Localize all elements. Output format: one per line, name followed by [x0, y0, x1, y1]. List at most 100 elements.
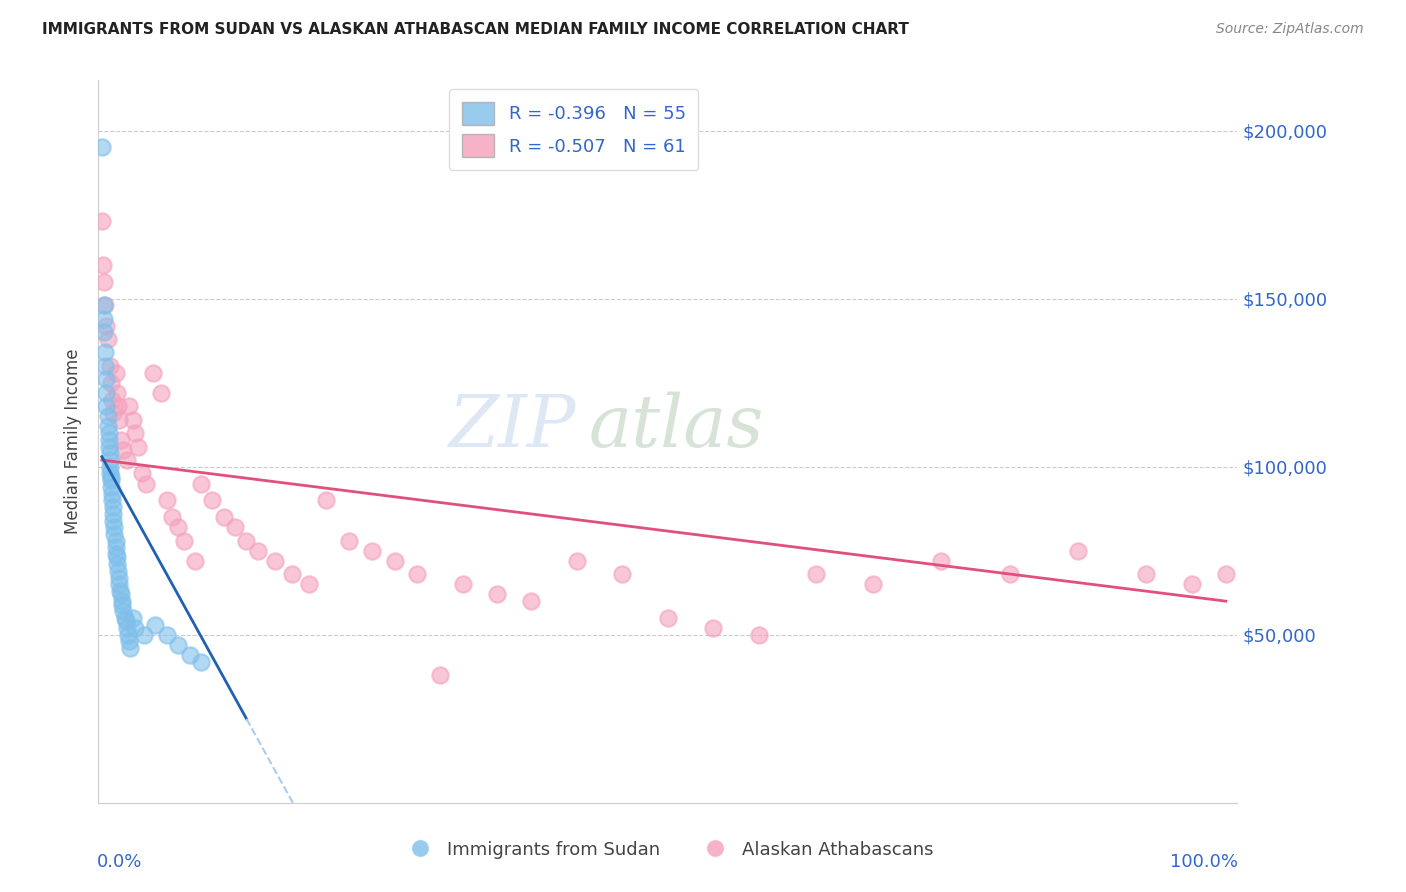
Text: 0.0%: 0.0% — [97, 854, 142, 871]
Point — [520, 594, 543, 608]
Point — [406, 567, 429, 582]
Point — [121, 413, 143, 427]
Point — [101, 392, 124, 407]
Point — [98, 359, 121, 373]
Point — [98, 459, 121, 474]
Point — [1135, 567, 1157, 582]
Point — [96, 419, 118, 434]
Point — [212, 510, 235, 524]
Point — [235, 533, 257, 548]
Point — [115, 621, 138, 635]
Point — [1215, 567, 1237, 582]
Point — [96, 332, 118, 346]
Point — [97, 426, 120, 441]
Point — [104, 366, 127, 380]
Point — [315, 493, 337, 508]
Point — [103, 406, 125, 420]
Point — [127, 440, 149, 454]
Point — [90, 140, 112, 154]
Point — [107, 564, 129, 578]
Point — [114, 615, 136, 629]
Point — [96, 372, 118, 386]
Point — [702, 621, 724, 635]
Point — [804, 567, 827, 582]
Point — [179, 648, 201, 662]
Point — [162, 510, 184, 524]
Point — [98, 446, 121, 460]
Point — [337, 533, 360, 548]
Point — [104, 541, 127, 555]
Point — [101, 493, 124, 508]
Point — [117, 628, 139, 642]
Point — [100, 376, 122, 390]
Point — [96, 409, 118, 424]
Point — [96, 385, 118, 400]
Point — [93, 275, 115, 289]
Point — [120, 641, 142, 656]
Point — [105, 385, 128, 400]
Point — [105, 550, 128, 565]
Point — [224, 520, 246, 534]
Point — [107, 399, 129, 413]
Point — [124, 621, 146, 635]
Point — [298, 577, 321, 591]
Point — [190, 476, 212, 491]
Point — [486, 587, 509, 601]
Point — [565, 554, 588, 568]
Point — [97, 433, 120, 447]
Text: IMMIGRANTS FROM SUDAN VS ALASKAN ATHABASCAN MEDIAN FAMILY INCOME CORRELATION CHA: IMMIGRANTS FROM SUDAN VS ALASKAN ATHABAS… — [42, 22, 910, 37]
Point — [118, 634, 141, 648]
Point — [142, 366, 165, 380]
Text: atlas: atlas — [588, 392, 763, 462]
Point — [93, 311, 115, 326]
Point — [108, 584, 131, 599]
Point — [103, 527, 125, 541]
Point — [108, 571, 131, 585]
Text: Source: ZipAtlas.com: Source: ZipAtlas.com — [1216, 22, 1364, 37]
Point — [93, 298, 115, 312]
Legend: Immigrants from Sudan, Alaskan Athabascans: Immigrants from Sudan, Alaskan Athabasca… — [395, 834, 941, 866]
Point — [156, 493, 179, 508]
Point — [167, 638, 190, 652]
Point — [96, 399, 118, 413]
Point — [111, 594, 134, 608]
Point — [862, 577, 884, 591]
Point — [93, 326, 115, 340]
Point — [97, 440, 120, 454]
Point — [98, 453, 121, 467]
Point — [103, 500, 125, 514]
Point — [112, 442, 135, 457]
Text: ZIP: ZIP — [450, 392, 576, 462]
Point — [131, 467, 153, 481]
Point — [103, 514, 125, 528]
Point — [104, 533, 127, 548]
Point — [114, 611, 136, 625]
Point — [111, 598, 134, 612]
Point — [94, 359, 117, 373]
Point — [112, 604, 135, 618]
Point — [150, 385, 173, 400]
Text: 100.0%: 100.0% — [1170, 854, 1239, 871]
Point — [121, 611, 143, 625]
Point — [184, 554, 207, 568]
Point — [105, 558, 128, 572]
Point — [167, 520, 190, 534]
Point — [98, 467, 121, 481]
Point — [90, 214, 112, 228]
Point — [91, 258, 114, 272]
Point — [101, 486, 124, 500]
Point — [132, 628, 155, 642]
Point — [94, 345, 117, 359]
Point — [1067, 543, 1090, 558]
Point — [135, 476, 157, 491]
Point — [264, 554, 287, 568]
Point — [384, 554, 406, 568]
Point — [748, 628, 770, 642]
Point — [110, 587, 132, 601]
Point — [246, 543, 269, 558]
Point — [104, 547, 127, 561]
Point — [103, 520, 125, 534]
Point — [173, 533, 195, 548]
Point — [360, 543, 382, 558]
Point — [429, 668, 451, 682]
